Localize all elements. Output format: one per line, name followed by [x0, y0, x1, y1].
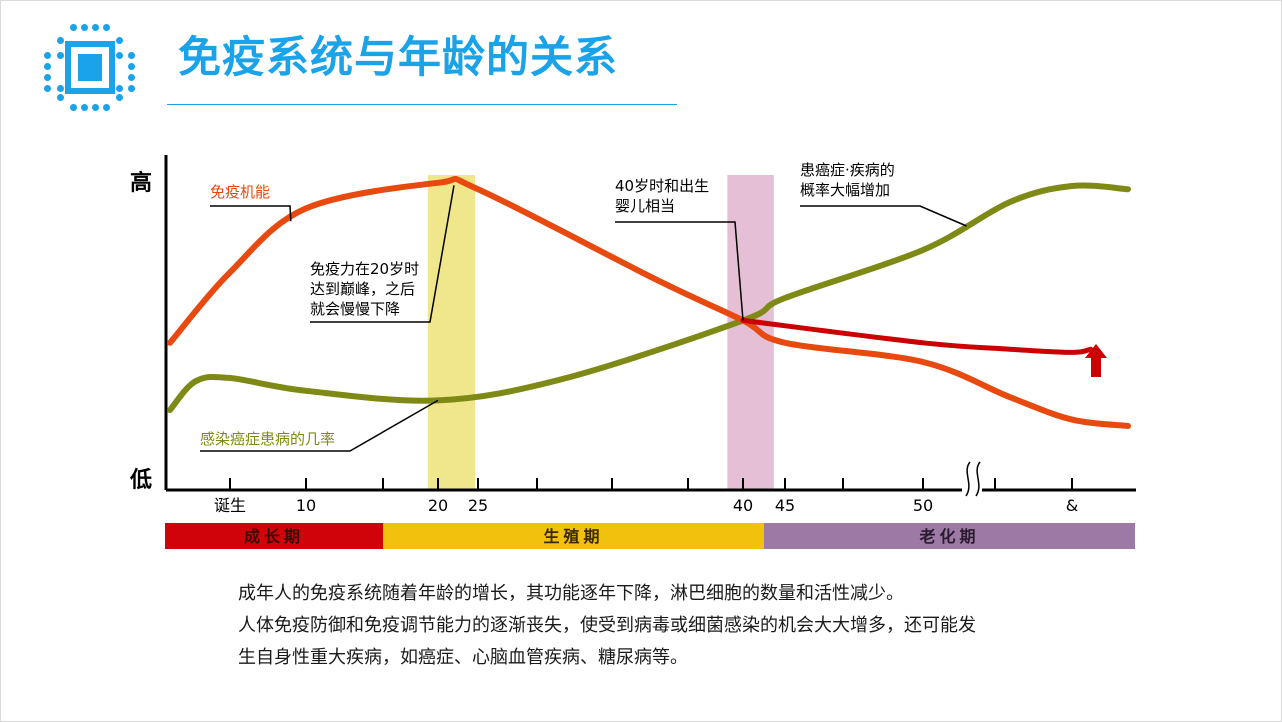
- x-tick-label: 10: [296, 496, 316, 515]
- x-tick-label: 40: [733, 496, 753, 515]
- chip-icon: [44, 24, 135, 111]
- caption-text: 成年人的免疫系统随着年龄的增长，其功能逐年下降，淋巴细胞的数量和活性减少。 人体…: [238, 578, 1098, 674]
- stage-bar-2: [764, 523, 1135, 549]
- annotation-peak-line: 达到巅峰，之后: [310, 280, 415, 298]
- stage-label: 成长期: [244, 527, 304, 546]
- series-line-immunity: [167, 175, 1131, 429]
- leader-line: [210, 205, 292, 222]
- peak-age-band: [427, 175, 475, 490]
- leader-line: [310, 185, 455, 323]
- stage-bar-1: [383, 523, 764, 549]
- annotation-disease-line: 概率大幅增加: [800, 181, 890, 199]
- up-arrow-icon: [1085, 344, 1107, 377]
- leader-line: [800, 205, 967, 227]
- series-label-immunity: 免疫机能: [210, 183, 270, 201]
- caption-line: 人体免疫防御和免疫调节能力的逐渐丧失，使受到病毒或细菌感染的机会大大增多，还可能…: [238, 615, 976, 636]
- x-tick-label: &: [1066, 496, 1078, 515]
- x-tick-label: 50: [913, 496, 933, 515]
- stage-label: 生殖期: [543, 527, 603, 546]
- x-tick-label: 25: [468, 496, 488, 515]
- x-tick-label: 45: [775, 496, 795, 515]
- y-label-low: 低: [129, 468, 152, 493]
- series-line-infection: [167, 182, 1131, 413]
- title-underline: [167, 104, 677, 105]
- annotation-peak-line: 就会慢慢下降: [310, 300, 400, 318]
- slide-title: 免疫系统与年龄的关系: [178, 33, 618, 83]
- annotation-peak-line: 免疫力在20岁时: [310, 260, 419, 278]
- series-label-infection: 感染癌症患病的几率: [200, 430, 335, 448]
- leader-line: [615, 221, 744, 321]
- x-tick-label: 20: [428, 496, 448, 515]
- annotation-age40-line: 40岁时和出生: [615, 177, 709, 195]
- series-line-boosted: [740, 317, 1094, 355]
- annotation-disease-line: 患癌症·疾病的: [800, 161, 895, 179]
- caption-line: 成年人的免疫系统随着年龄的增长，其功能逐年下降，淋巴细胞的数量和活性减少。: [238, 583, 904, 604]
- stage-bar-0: [165, 523, 383, 549]
- y-label-high: 高: [130, 170, 152, 196]
- x-tick-label: 诞生: [214, 496, 246, 515]
- stage-label: 老化期: [918, 527, 979, 546]
- axis-break-mark: [975, 461, 981, 497]
- leader-line: [200, 399, 439, 452]
- axis-break-mark: [965, 461, 971, 497]
- caption-line: 生自身性重大疾病，如癌症、心脑血管疾病、糖尿病等。: [238, 647, 688, 668]
- annotation-age40-line: 婴儿相当: [615, 197, 675, 215]
